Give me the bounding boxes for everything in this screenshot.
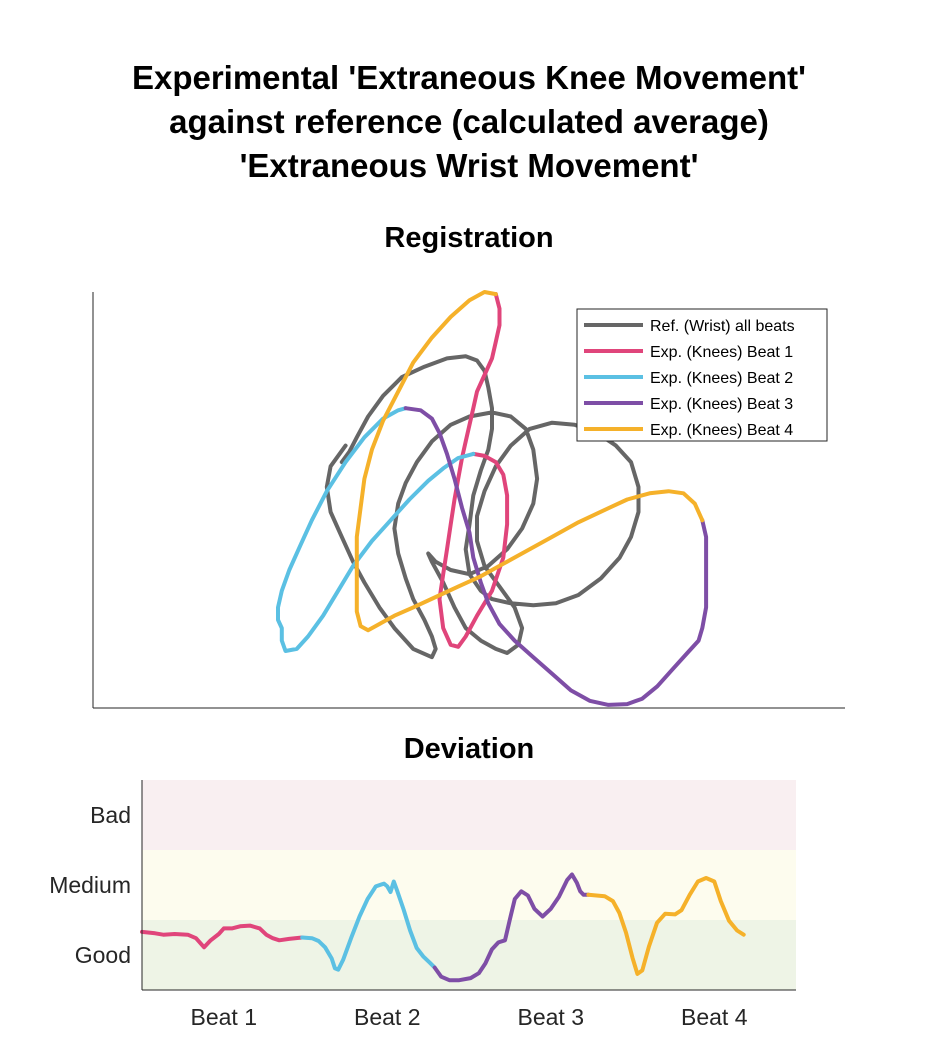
figure-title-line-3: 'Extraneous Wrist Movement' bbox=[239, 147, 699, 184]
registration-chart-title: Registration bbox=[384, 222, 554, 254]
figure-title: Experimental 'Extraneous Knee Movement' … bbox=[0, 56, 938, 188]
x-tick-label-beat-4: Beat 4 bbox=[681, 1004, 748, 1030]
registration-line-ref-wrist-all-beats bbox=[324, 354, 641, 660]
band-bad bbox=[142, 780, 796, 850]
band-medium bbox=[142, 850, 796, 920]
legend-label-exp-knees-beat-1: Exp. (Knees) Beat 1 bbox=[650, 344, 793, 361]
x-tick-label-beat-3: Beat 3 bbox=[518, 1004, 585, 1030]
deviation-line-beat-4 bbox=[586, 876, 746, 976]
legend-label-exp-knees-beat-3: Exp. (Knees) Beat 3 bbox=[650, 396, 793, 413]
legend-label-exp-knees-beat-2: Exp. (Knees) Beat 2 bbox=[650, 370, 793, 387]
deviation-axes bbox=[141, 780, 796, 991]
figure-title-line-1: Experimental 'Extraneous Knee Movement' bbox=[131, 59, 807, 96]
deviation-bands bbox=[142, 780, 796, 990]
registration-plot-area bbox=[276, 290, 709, 707]
deviation-plot-area bbox=[140, 872, 746, 983]
deviation-line-beat-2 bbox=[300, 879, 437, 972]
deviation-line-beat-3 bbox=[432, 872, 591, 983]
registration-line-exp-knees-beat-3 bbox=[403, 406, 709, 707]
legend-label-exp-knees-beat-4: Exp. (Knees) Beat 4 bbox=[650, 422, 793, 439]
figure-title-line-2: against reference (calculated average) bbox=[169, 103, 769, 140]
deviation-chart-title: Deviation bbox=[403, 733, 535, 765]
registration-line-exp-knees-beat-2 bbox=[276, 406, 476, 653]
registration-line-exp-knees-beat-4 bbox=[354, 290, 705, 633]
y-tick-label-medium: Medium bbox=[49, 872, 131, 898]
y-tick-label-good: Good bbox=[75, 942, 131, 968]
registration-legend: Ref. (Wrist) all beats Exp. (Knees) Beat … bbox=[576, 308, 828, 442]
registration-axes bbox=[92, 292, 845, 709]
deviation-line-beat-1 bbox=[140, 923, 305, 950]
x-tick-label-beat-1: Beat 1 bbox=[191, 1004, 258, 1030]
legend-label-ref-wrist-all-beats: Ref. (Wrist) all beats bbox=[650, 318, 795, 335]
x-tick-label-beat-2: Beat 2 bbox=[354, 1004, 421, 1030]
deviation-tick-labels: Good Medium Bad Beat 1 Beat 2 Beat 3 Beat 4 bbox=[49, 802, 748, 1030]
y-tick-label-bad: Bad bbox=[90, 802, 131, 828]
registration-line-exp-knees-beat-1 bbox=[437, 292, 510, 649]
